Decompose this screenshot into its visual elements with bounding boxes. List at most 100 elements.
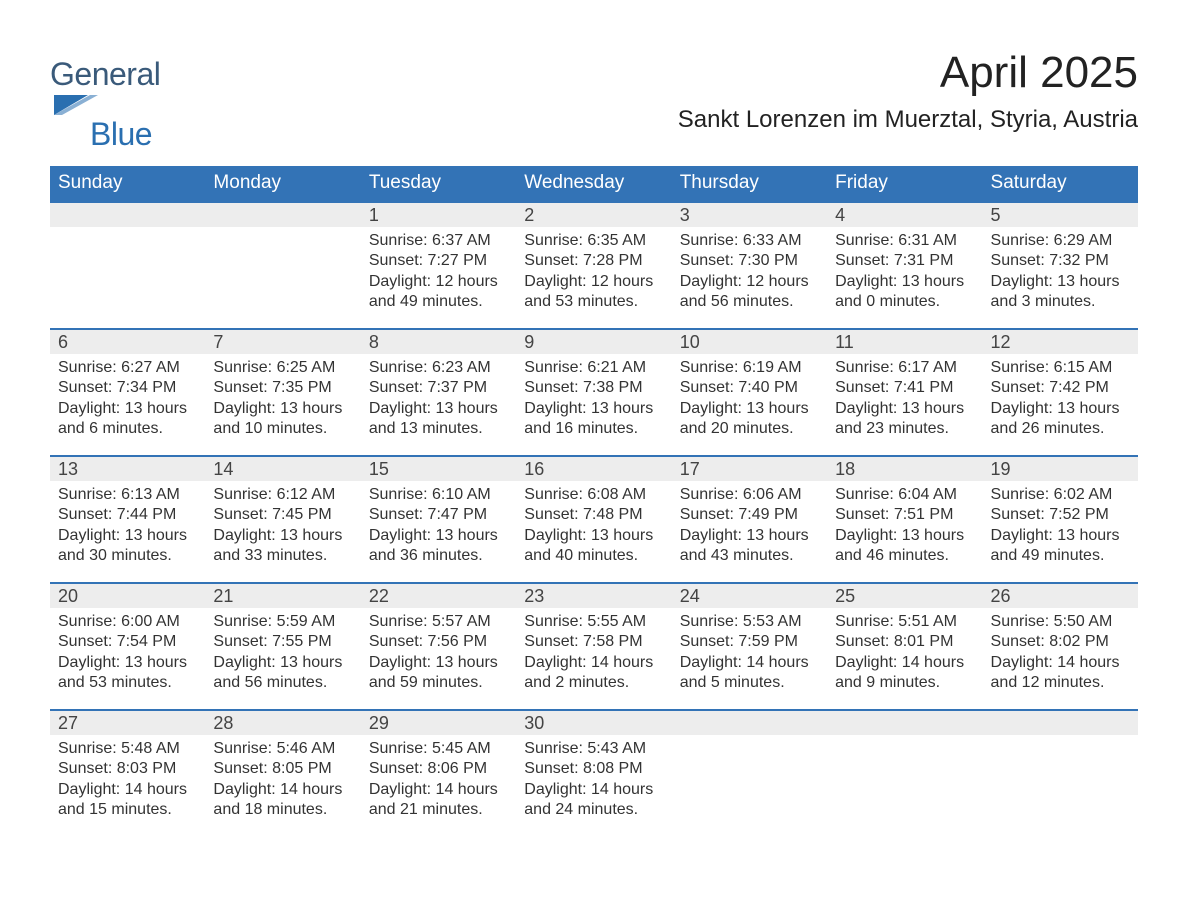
dl2-text: and 59 minutes. [369,673,508,693]
day-number-row: 12 [983,330,1138,354]
sunrise-text: Sunrise: 6:17 AM [835,358,974,378]
week-row: 1Sunrise: 6:37 AMSunset: 7:27 PMDaylight… [50,201,1138,328]
dl2-text: and 26 minutes. [991,419,1130,439]
day-cell: 10Sunrise: 6:19 AMSunset: 7:40 PMDayligh… [672,330,827,455]
day-cell: 17Sunrise: 6:06 AMSunset: 7:49 PMDayligh… [672,457,827,582]
sunrise-text: Sunrise: 6:33 AM [680,231,819,251]
day-number: 28 [205,713,233,734]
day-number-row: 5 [983,203,1138,227]
dl1-text: Daylight: 13 hours [58,526,197,546]
dl1-text: Daylight: 13 hours [680,526,819,546]
day-cell: 30Sunrise: 5:43 AMSunset: 8:08 PMDayligh… [516,711,671,836]
dl1-text: Daylight: 13 hours [213,653,352,673]
sunset-text: Sunset: 7:52 PM [991,505,1130,525]
day-number-row: 14 [205,457,360,481]
sunset-text: Sunset: 7:47 PM [369,505,508,525]
day-number: 6 [50,332,68,353]
day-cell: 12Sunrise: 6:15 AMSunset: 7:42 PMDayligh… [983,330,1138,455]
dl2-text: and 40 minutes. [524,546,663,566]
day-cell: 15Sunrise: 6:10 AMSunset: 7:47 PMDayligh… [361,457,516,582]
day-number-row [827,711,982,735]
day-cell: 1Sunrise: 6:37 AMSunset: 7:27 PMDaylight… [361,203,516,328]
day-cell: 20Sunrise: 6:00 AMSunset: 7:54 PMDayligh… [50,584,205,709]
dl2-text: and 46 minutes. [835,546,974,566]
sunset-text: Sunset: 8:02 PM [991,632,1130,652]
day-body: Sunrise: 6:23 AMSunset: 7:37 PMDaylight:… [361,354,516,446]
day-number-row: 27 [50,711,205,735]
day-header: Monday [205,166,360,201]
dl1-text: Daylight: 14 hours [524,780,663,800]
dl2-text: and 9 minutes. [835,673,974,693]
dl1-text: Daylight: 14 hours [213,780,352,800]
dl1-text: Daylight: 13 hours [58,653,197,673]
day-body: Sunrise: 5:43 AMSunset: 8:08 PMDaylight:… [516,735,671,827]
sunset-text: Sunset: 7:40 PM [680,378,819,398]
sunset-text: Sunset: 7:56 PM [369,632,508,652]
logo-text-2: Blue [90,116,160,153]
sunrise-text: Sunrise: 6:08 AM [524,485,663,505]
sunset-text: Sunset: 7:49 PM [680,505,819,525]
day-header: Tuesday [361,166,516,201]
sunrise-text: Sunrise: 5:46 AM [213,739,352,759]
sunrise-text: Sunrise: 5:50 AM [991,612,1130,632]
dl1-text: Daylight: 13 hours [524,526,663,546]
day-header: Sunday [50,166,205,201]
weeks-container: 1Sunrise: 6:37 AMSunset: 7:27 PMDaylight… [50,201,1138,836]
day-body: Sunrise: 6:33 AMSunset: 7:30 PMDaylight:… [672,227,827,319]
dl1-text: Daylight: 14 hours [835,653,974,673]
dl1-text: Daylight: 12 hours [524,272,663,292]
dl2-text: and 5 minutes. [680,673,819,693]
day-cell: 16Sunrise: 6:08 AMSunset: 7:48 PMDayligh… [516,457,671,582]
day-cell: 28Sunrise: 5:46 AMSunset: 8:05 PMDayligh… [205,711,360,836]
day-cell [672,711,827,836]
dl2-text: and 21 minutes. [369,800,508,820]
day-body: Sunrise: 5:55 AMSunset: 7:58 PMDaylight:… [516,608,671,700]
sunset-text: Sunset: 7:51 PM [835,505,974,525]
dl2-text: and 0 minutes. [835,292,974,312]
day-number: 13 [50,459,78,480]
dl1-text: Daylight: 13 hours [835,399,974,419]
day-cell: 4Sunrise: 6:31 AMSunset: 7:31 PMDaylight… [827,203,982,328]
day-cell: 29Sunrise: 5:45 AMSunset: 8:06 PMDayligh… [361,711,516,836]
sunset-text: Sunset: 7:34 PM [58,378,197,398]
day-number: 19 [983,459,1011,480]
day-number: 25 [827,586,855,607]
sunrise-text: Sunrise: 6:06 AM [680,485,819,505]
day-cell [983,711,1138,836]
day-number-row [672,711,827,735]
day-body: Sunrise: 6:13 AMSunset: 7:44 PMDaylight:… [50,481,205,573]
day-number-row [983,711,1138,735]
day-header: Wednesday [516,166,671,201]
day-number: 4 [827,205,845,226]
day-number-row: 29 [361,711,516,735]
dl2-text: and 36 minutes. [369,546,508,566]
dl2-text: and 3 minutes. [991,292,1130,312]
day-number-row: 15 [361,457,516,481]
day-number-row: 7 [205,330,360,354]
day-cell: 7Sunrise: 6:25 AMSunset: 7:35 PMDaylight… [205,330,360,455]
day-number: 15 [361,459,389,480]
day-body: Sunrise: 6:35 AMSunset: 7:28 PMDaylight:… [516,227,671,319]
sunrise-text: Sunrise: 5:51 AM [835,612,974,632]
day-cell: 8Sunrise: 6:23 AMSunset: 7:37 PMDaylight… [361,330,516,455]
day-number-row: 16 [516,457,671,481]
dl1-text: Daylight: 13 hours [369,399,508,419]
day-body: Sunrise: 6:12 AMSunset: 7:45 PMDaylight:… [205,481,360,573]
day-body: Sunrise: 5:57 AMSunset: 7:56 PMDaylight:… [361,608,516,700]
day-number-row: 30 [516,711,671,735]
day-body: Sunrise: 6:02 AMSunset: 7:52 PMDaylight:… [983,481,1138,573]
day-number-row: 24 [672,584,827,608]
dl2-text: and 10 minutes. [213,419,352,439]
dl2-text: and 49 minutes. [369,292,508,312]
sunrise-text: Sunrise: 5:59 AM [213,612,352,632]
logo: General Blue [50,56,160,153]
day-cell: 24Sunrise: 5:53 AMSunset: 7:59 PMDayligh… [672,584,827,709]
dl1-text: Daylight: 14 hours [58,780,197,800]
day-number-row: 10 [672,330,827,354]
day-number: 26 [983,586,1011,607]
day-number-row: 28 [205,711,360,735]
sunset-text: Sunset: 7:30 PM [680,251,819,271]
dl1-text: Daylight: 14 hours [369,780,508,800]
dl2-text: and 15 minutes. [58,800,197,820]
dl2-text: and 56 minutes. [213,673,352,693]
